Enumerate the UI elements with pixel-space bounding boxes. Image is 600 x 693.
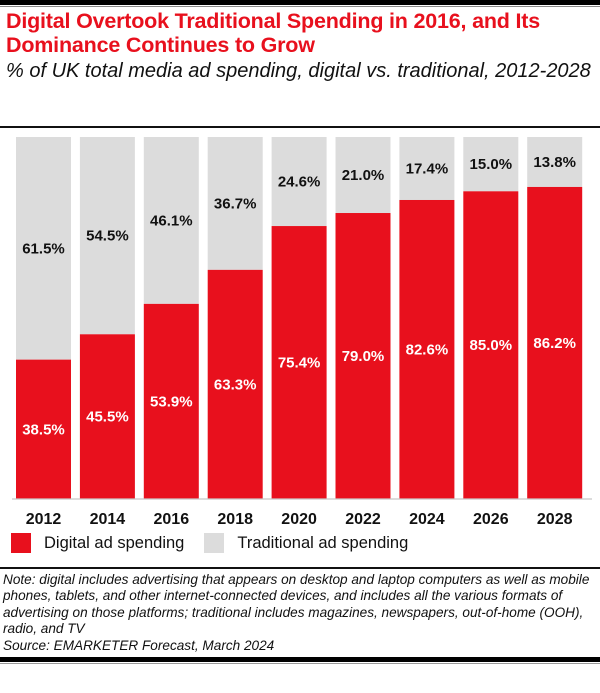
data-label-digital-2026: 85.0% [470, 337, 513, 354]
legend-item-traditional: Traditional ad spending [204, 533, 408, 553]
header-divider [0, 126, 600, 128]
legend-label-traditional: Traditional ad spending [237, 533, 409, 552]
data-label-traditional-2014: 54.5% [86, 228, 129, 245]
chart-subtitle: % of UK total media ad spending, digital… [6, 60, 591, 82]
bar-traditional-2022 [335, 137, 391, 214]
bottom-border-shadow [0, 663, 600, 664]
data-label-traditional-2012: 61.5% [22, 240, 65, 257]
bar-traditional-2020 [271, 137, 327, 227]
data-label-digital-2020: 75.4% [278, 355, 321, 372]
x-tick-label-2022: 2022 [345, 511, 381, 528]
bar-traditional-2014 [79, 137, 135, 335]
x-axis-ticks: 2012 2014 2016 2018 2020 2022 2024 2026 2028 [26, 511, 573, 528]
chart-title: Digital Overtook Traditional Spending in… [6, 9, 540, 57]
bar-traditional-2028 [527, 137, 583, 187]
bar-traditional-2012 [16, 137, 71, 360]
legend-item-digital: Digital ad spending [11, 533, 184, 553]
legend-label-digital: Digital ad spending [44, 533, 185, 552]
data-label-digital-2014: 45.5% [86, 409, 129, 426]
legend-swatch-traditional [204, 533, 225, 553]
legend: Digital ad spending Traditional ad spend… [11, 532, 422, 554]
data-label-traditional-2020: 24.6% [278, 174, 321, 191]
note-text: Note: digital includes advertising that … [3, 572, 590, 637]
footnote: Note: digital includes advertising that … [3, 572, 599, 654]
data-label-traditional-2022: 21.0% [342, 167, 385, 184]
data-label-digital-2028: 86.2% [533, 335, 576, 352]
top-border [0, 0, 600, 5]
data-label-digital-2018: 63.3% [214, 376, 257, 393]
bar-digital-2026 [463, 191, 519, 500]
bar-traditional-2016 [143, 137, 199, 304]
top-border-shadow [0, 6, 600, 7]
bottom-border [0, 657, 600, 662]
bar-digital-2024 [399, 199, 455, 499]
bar-digital-2016 [143, 303, 199, 499]
bar-digital-2028 [527, 186, 583, 499]
x-tick-label-2020: 2020 [281, 511, 317, 528]
data-label-traditional-2016: 46.1% [150, 212, 193, 229]
data-label-traditional-2018: 36.7% [214, 195, 257, 212]
bar-digital-2014 [79, 334, 135, 499]
data-label-traditional-2026: 15.0% [470, 156, 513, 173]
legend-swatch-digital [11, 533, 31, 553]
footer-divider [0, 567, 600, 569]
data-label-traditional-2024: 17.4% [406, 160, 449, 177]
data-label-traditional-2028: 13.8% [533, 154, 576, 171]
bar-traditional-2018 [207, 137, 263, 270]
x-tick-label-2028: 2028 [537, 511, 573, 528]
data-label-digital-2022: 79.0% [342, 348, 385, 365]
stacked-bar-chart: 61.5% 38.5% 54.5% 45.5% 46.1% 53.9% 36.7% 63.3%… [12, 137, 592, 528]
x-tick-label-2014: 2014 [90, 511, 126, 528]
data-label-digital-2016: 53.9% [150, 393, 193, 410]
bar-digital-2022 [335, 213, 391, 499]
bar-traditional-2024 [399, 137, 455, 200]
x-tick-label-2016: 2016 [154, 511, 190, 528]
x-tick-label-2012: 2012 [26, 511, 62, 528]
source-text: Source: EMARKETER Forecast, March 2024 [3, 637, 275, 653]
bar-traditional-2026 [463, 137, 519, 192]
data-label-digital-2012: 38.5% [22, 421, 65, 438]
bar-digital-2020 [271, 226, 327, 499]
bar-digital-2012 [16, 359, 71, 499]
bar-digital-2018 [207, 269, 263, 499]
x-tick-label-2018: 2018 [217, 511, 253, 528]
x-tick-label-2026: 2026 [473, 511, 509, 528]
data-label-digital-2024: 82.6% [406, 341, 449, 358]
bars-group: 61.5% 38.5% 54.5% 45.5% 46.1% 53.9% 36.7% 63.3%… [16, 137, 583, 500]
x-tick-label-2024: 2024 [409, 511, 445, 528]
